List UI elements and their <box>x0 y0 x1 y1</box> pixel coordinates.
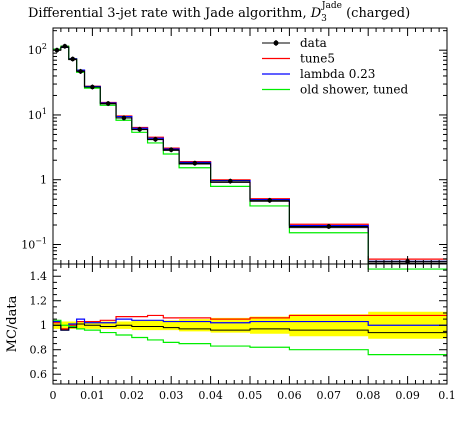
x-tick-label-3: 0.02 <box>120 389 145 402</box>
main-series-1-line <box>53 46 447 260</box>
data-point-5-marker <box>90 84 95 90</box>
main-panel: 102 101 1 10−1 <box>21 27 448 270</box>
legend-entry-2: tune5 <box>262 52 335 66</box>
title-suffix: (charged) <box>342 6 410 21</box>
main-y-tick-label-2: 101 <box>28 107 47 122</box>
data-point-11-marker <box>192 160 198 166</box>
ratio-y-tick-label-1: 0.6 <box>30 368 48 381</box>
data-point-7 <box>116 115 132 121</box>
main-series-3-line <box>53 45 447 270</box>
data-point-14 <box>289 223 369 229</box>
ratio-series-1-line <box>53 314 447 330</box>
legend-entry-3: lambda 0.23 <box>262 67 375 81</box>
data-point-2 <box>60 43 69 49</box>
main-y-tick-label-1: 102 <box>28 42 47 57</box>
main-y-tick-label-4: 10−1 <box>21 237 47 252</box>
x-tick-label-4: 0.03 <box>159 389 184 402</box>
data-point-3 <box>68 56 77 62</box>
ratio-y-tick-label-2: 0.8 <box>30 344 48 357</box>
data-point-14-marker <box>326 224 332 229</box>
main-series-2-line <box>53 46 447 262</box>
title-symbol: D <box>310 6 322 21</box>
legend-entry-3-label: lambda 0.23 <box>300 67 375 81</box>
legend-entry-1-label: data <box>300 36 327 50</box>
x-axis-tick-labels: 0 0.01 0.02 0.03 0.04 0.05 0.06 0.07 0.08 0.09 0.1 <box>50 389 456 402</box>
ratio-series-3-line <box>53 319 447 356</box>
ratio-mc-total-line <box>53 323 447 334</box>
x-tick-label-8: 0.07 <box>317 389 342 402</box>
legend-entry-4: old shower, tuned <box>262 83 408 97</box>
x-tick-label-9: 0.08 <box>356 389 381 402</box>
legend-entry-1-marker <box>273 40 279 46</box>
title-superscript: Jade <box>321 1 342 11</box>
data-point-11 <box>179 160 211 166</box>
data-point-7-marker <box>121 115 127 121</box>
x-tick-label-5: 0.04 <box>198 389 223 402</box>
data-point-10-marker <box>168 147 174 153</box>
title-prefix: Differential 3-jet rate with Jade algori… <box>28 6 311 21</box>
main-y-tick-label-3: 1 <box>40 174 47 187</box>
data-point-12-marker <box>228 178 233 184</box>
x-tick-label-10: 0.09 <box>395 389 420 402</box>
ratio-y-axis-label: MC/data <box>5 295 20 352</box>
ratio-data-uncertainty-band <box>53 311 447 339</box>
chart-title: Differential 3-jet rate with Jade algori… <box>28 1 410 24</box>
data-point-6 <box>100 101 117 107</box>
data-point-2-marker <box>62 43 68 49</box>
data-point-9 <box>147 136 164 142</box>
ratio-y-tick-label-5: 1.4 <box>30 270 48 283</box>
legend-entry-4-label: old shower, tuned <box>300 83 408 97</box>
ratio-y-tick-label-4: 1.2 <box>30 295 48 308</box>
x-tick-label-1: 0 <box>50 389 57 402</box>
ratio-panel: 0.6 0.8 1 1.2 1.4 MC/data <box>5 263 448 385</box>
legend-entry-2-label: tune5 <box>300 52 335 66</box>
title-subscript: 3 <box>321 14 327 24</box>
x-tick-label-2: 0.01 <box>80 389 105 402</box>
legend-entry-1: data <box>262 36 327 50</box>
data-point-13 <box>250 197 290 203</box>
data-point-8 <box>131 126 148 132</box>
data-point-3-marker <box>70 56 75 62</box>
ratio-series-2-line <box>53 318 447 331</box>
data-point-4 <box>76 68 85 74</box>
data-point-9-marker <box>153 137 158 142</box>
data-point-12 <box>210 178 250 184</box>
main-panel-frame <box>52 27 448 265</box>
data-point-10 <box>163 147 180 153</box>
main-mc-total-line <box>53 46 447 264</box>
ratio-y-tick-label-3: 1 <box>40 319 47 332</box>
x-tick-label-11: 0.1 <box>438 389 456 402</box>
x-tick-label-7: 0.06 <box>277 389 302 402</box>
data-point-5 <box>84 84 101 90</box>
data-point-4-marker <box>78 69 83 74</box>
data-point-8-marker <box>137 127 142 132</box>
data-point-13-marker <box>267 198 273 203</box>
data-point-6-marker <box>105 101 111 106</box>
x-tick-label-6: 0.05 <box>238 389 263 402</box>
